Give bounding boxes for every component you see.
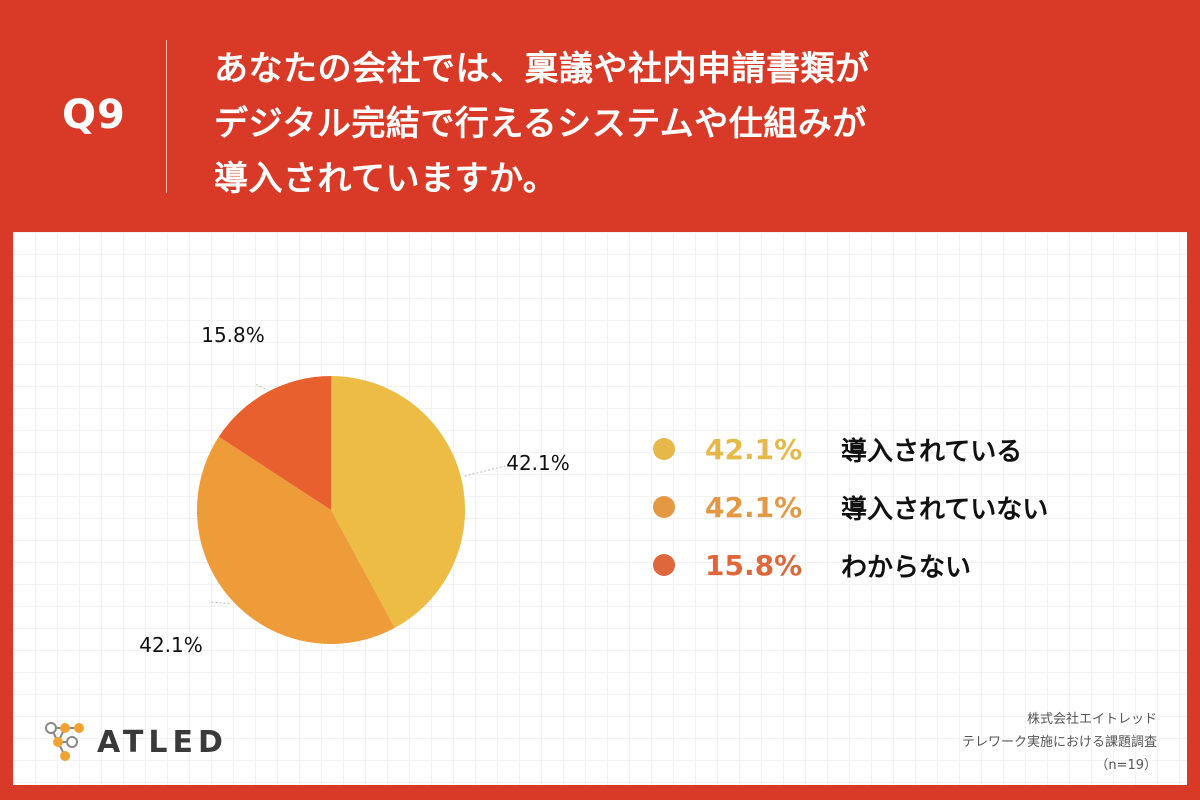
question-number: Q9 — [62, 92, 126, 138]
header-divider — [166, 40, 167, 193]
legend-item: 42.1% 導入されていない — [653, 478, 1048, 536]
slice-value-label: 15.8% — [201, 323, 265, 347]
legend-percent: 42.1% — [705, 490, 803, 524]
slice-value-label: 42.1% — [506, 451, 570, 475]
credit-sample: （n=19） — [1095, 758, 1157, 773]
chart-card: 42.1% 42.1% 15.8% 42.1% 導入されている 42.1% 導入され… — [13, 232, 1187, 785]
chart-legend: 42.1% 導入されている 42.1% 導入されていない 15.8% わからない — [653, 420, 1048, 594]
legend-item: 15.8% わからない — [653, 536, 1048, 594]
legend-dot — [653, 554, 675, 576]
leader-line — [464, 465, 506, 477]
credit-survey: テレワーク実施における課題調査 — [961, 735, 1157, 750]
question-title: あなたの会社では、稟議や社内申請書類が デジタル完結で行えるシステムや仕組みが … — [214, 42, 1074, 207]
pie-slice — [196, 436, 395, 644]
pie-chart: 42.1% 42.1% 15.8% — [139, 323, 570, 657]
header: Q9 あなたの会社では、稟議や社内申請書類が デジタル完結で行えるシステムや仕組… — [0, 0, 1200, 232]
legend-percent: 15.8% — [705, 548, 803, 582]
pie-slice — [218, 376, 331, 510]
legend-label: わからない — [841, 552, 972, 583]
legend-item: 42.1% 導入されている — [653, 420, 1048, 478]
legend-dot — [653, 438, 675, 460]
legend-dot — [653, 496, 675, 518]
survey-credits: 株式会社エイトレッド テレワーク実施における課題調査 （n=19） — [962, 708, 1157, 777]
leader-line — [208, 601, 230, 605]
leader-line — [254, 383, 266, 390]
brand-logo: ATLED — [43, 720, 228, 764]
slice-value-label: 42.1% — [139, 633, 203, 657]
question-line-3: 導入されていますか。 — [214, 159, 558, 199]
pie-slice — [331, 376, 466, 628]
molecule-nodes-icon — [45, 722, 84, 761]
question-line-2: デジタル完結で行えるシステムや仕組みが — [214, 104, 867, 144]
brand-name: ATLED — [97, 724, 228, 760]
credit-company: 株式会社エイトレッド — [1026, 712, 1157, 727]
legend-percent: 42.1% — [705, 432, 803, 466]
legend-label: 導入されている — [841, 436, 1023, 467]
question-line-1: あなたの会社では、稟議や社内申請書類が — [214, 49, 870, 89]
legend-label: 導入されていない — [841, 494, 1049, 525]
